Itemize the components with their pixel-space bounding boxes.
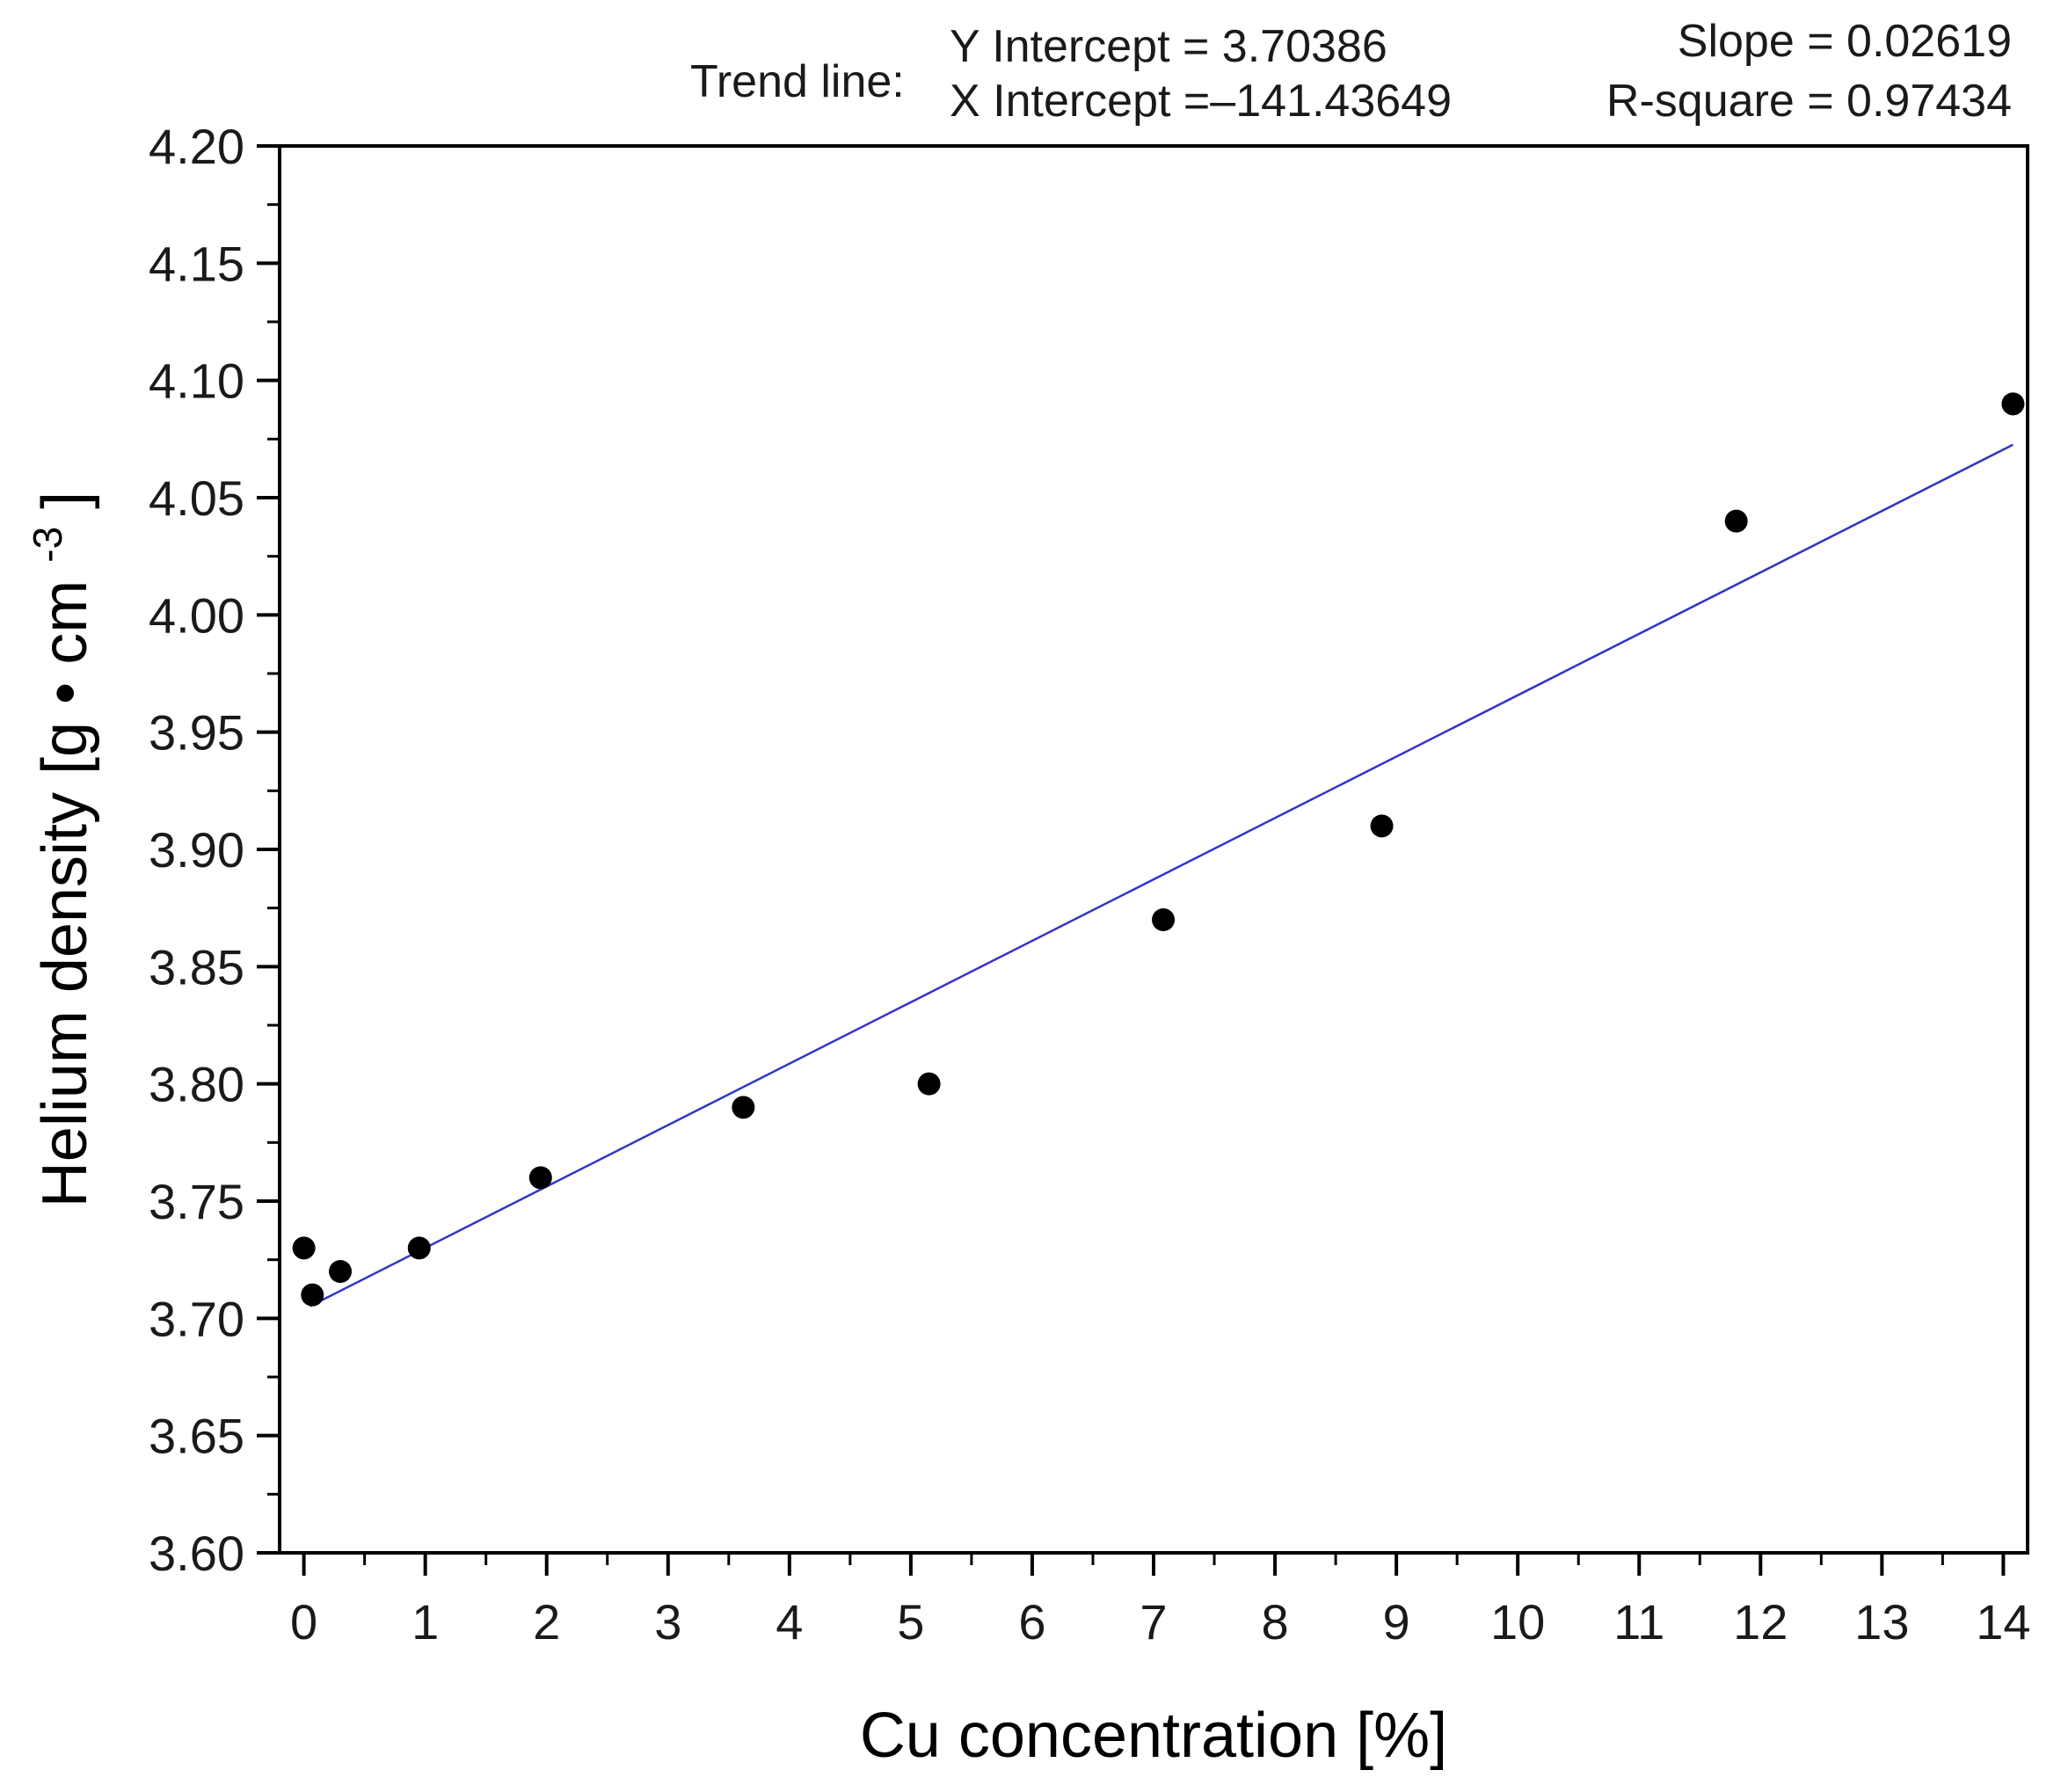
- slope-label: Slope = 0.02619: [1678, 16, 2012, 67]
- x-tick-label: 4: [776, 1594, 803, 1650]
- data-point: [329, 1260, 353, 1283]
- x-axis-ticks: [302, 1553, 2006, 1576]
- data-points: [292, 392, 2025, 1307]
- data-point: [301, 1283, 324, 1307]
- y-axis-title: Helium density [g • cm -3 ]: [5, 492, 100, 1207]
- x-tick-label: 7: [1140, 1594, 1167, 1650]
- y-axis-title-unit: cm: [30, 580, 100, 665]
- trend-line: [309, 443, 2014, 1308]
- x-tick-label: 9: [1383, 1594, 1410, 1650]
- x-tick-label: 13: [1854, 1594, 1909, 1650]
- data-point: [2001, 392, 2025, 416]
- trend-annotation: Trend line: Y Intercept = 3.70386 X Inte…: [690, 16, 2012, 127]
- y-axis-title-dot: •: [30, 665, 100, 704]
- y-axis-title-main: Helium density [g: [30, 722, 100, 1207]
- x-tick-label: 10: [1490, 1594, 1545, 1650]
- data-point: [407, 1236, 431, 1260]
- y-intercept-label: Y Intercept = 3.70386: [950, 21, 1387, 72]
- data-point: [732, 1096, 755, 1119]
- data-point: [528, 1166, 552, 1190]
- data-point: [1370, 814, 1394, 838]
- y-tick-label: 4.10: [149, 353, 244, 409]
- x-axis-tick-labels: 0 1 2 3 4 5 6 7 8 9 10 11 12 13 14: [290, 1594, 2031, 1650]
- data-point: [1724, 509, 1748, 533]
- x-tick-label: 3: [654, 1594, 681, 1650]
- y-tick-label: 3.70: [149, 1291, 244, 1346]
- x-tick-label: 14: [1976, 1594, 2030, 1650]
- y-tick-label: 3.60: [149, 1526, 244, 1581]
- y-tick-label: 4.00: [149, 587, 244, 643]
- data-point: [1152, 908, 1176, 931]
- y-axis-title-end: ]: [30, 492, 100, 509]
- trend-line-group: [309, 443, 2014, 1308]
- y-tick-label: 3.90: [149, 822, 244, 878]
- y-tick-label: 4.15: [149, 236, 244, 291]
- x-tick-label: 11: [1613, 1594, 1664, 1650]
- plot-frame: [278, 144, 2029, 1555]
- y-axis-title-exponent: -3: [25, 527, 70, 563]
- trend-label: Trend line:: [690, 56, 905, 107]
- y-tick-label: 3.85: [149, 939, 244, 994]
- y-tick-label: 3.65: [149, 1409, 244, 1464]
- x-tick-label: 6: [1018, 1594, 1045, 1650]
- y-tick-label: 4.05: [149, 470, 244, 526]
- y-tick-label: 3.95: [149, 705, 244, 761]
- x-axis-title: Cu concentration [%]: [860, 1701, 1447, 1771]
- x-tick-label: 8: [1261, 1594, 1288, 1650]
- y-tick-label: 3.75: [149, 1174, 244, 1229]
- r-square-label: R-square = 0.97434: [1606, 76, 2012, 127]
- data-point: [917, 1072, 941, 1096]
- y-tick-label: 3.80: [149, 1057, 244, 1112]
- x-tick-label: 5: [897, 1594, 924, 1650]
- data-point: [292, 1236, 316, 1260]
- x-tick-label: 12: [1733, 1594, 1788, 1650]
- x-intercept-label: X Intercept =–141.43649: [950, 76, 1452, 127]
- x-tick-label: 0: [290, 1594, 317, 1650]
- x-tick-label: 1: [411, 1594, 439, 1650]
- x-tick-label: 2: [533, 1594, 560, 1650]
- y-axis-ticks: [257, 144, 280, 1555]
- y-tick-label: 4.20: [149, 119, 244, 174]
- y-axis-tick-labels: 3.60 3.65 3.70 3.75 3.80 3.85 3.90 3.95 4.00 4.05…: [149, 119, 244, 1581]
- svg-text:Helium density [g •: Helium density [g • cm -3 ]: [5, 492, 100, 1207]
